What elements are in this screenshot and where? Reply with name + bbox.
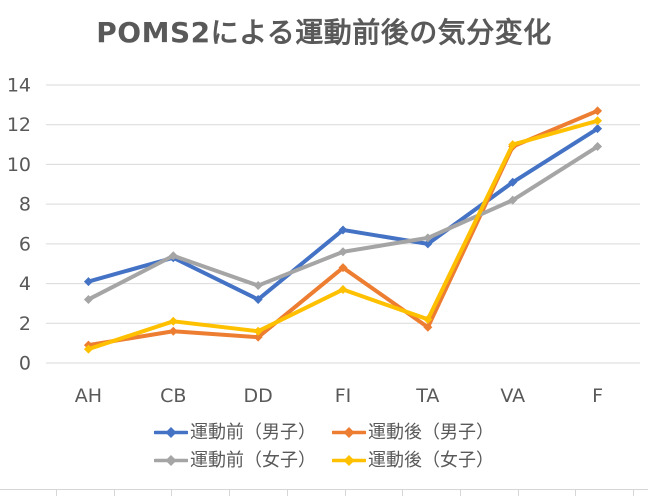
data-point-marker bbox=[508, 177, 518, 187]
data-point-marker bbox=[508, 195, 518, 205]
data-point-marker bbox=[423, 322, 433, 332]
legend-item[interactable]: 運動前（男子） bbox=[154, 422, 316, 444]
y-axis-tick-label: 6 bbox=[19, 233, 31, 255]
spreadsheet-gridline bbox=[575, 490, 576, 496]
y-axis-tick-label: 14 bbox=[7, 75, 31, 97]
spreadsheet-gridline bbox=[402, 490, 403, 496]
x-axis-category-label: VA bbox=[500, 385, 525, 407]
x-axis-category-label: F bbox=[592, 385, 603, 407]
data-point-marker bbox=[508, 140, 518, 150]
spreadsheet-gridline bbox=[56, 490, 57, 496]
legend-line-marker-icon bbox=[154, 454, 188, 466]
x-axis-category-label: TA bbox=[415, 385, 439, 407]
y-axis-tick-label: 0 bbox=[19, 353, 31, 375]
legend-item[interactable]: 運動後（男子） bbox=[332, 422, 494, 444]
data-point-marker bbox=[83, 344, 93, 354]
legend-item-label: 運動後（男子） bbox=[368, 422, 494, 443]
spreadsheet-gridline bbox=[518, 490, 519, 496]
legend-row: 運動前（男子） 運動後（男子） bbox=[154, 422, 494, 444]
chart-title[interactable]: POMS2による運動前後の気分変化 bbox=[96, 16, 552, 49]
legend-item[interactable]: 運動前（女子） bbox=[154, 450, 316, 472]
legend-line-marker-icon bbox=[332, 427, 366, 439]
y-axis-tick-label: 4 bbox=[19, 273, 31, 295]
x-axis-category-label: CB bbox=[160, 385, 186, 407]
series-line-3[interactable] bbox=[86, 144, 600, 302]
data-point-marker bbox=[253, 332, 263, 342]
x-axis-category-label: AH bbox=[75, 385, 102, 407]
series-line-1[interactable] bbox=[86, 126, 600, 302]
x-axis-category-label: FI bbox=[335, 385, 352, 407]
data-point-marker bbox=[253, 294, 263, 304]
chart-legend: 運動前（男子） 運動後（男子） 運動前（女子） 運動後（女子） bbox=[0, 422, 648, 471]
x-axis-category-label: DD bbox=[244, 385, 273, 407]
data-point-marker bbox=[168, 251, 178, 261]
legend-line-marker-icon bbox=[332, 454, 366, 466]
data-point-marker bbox=[593, 142, 603, 152]
data-point-marker bbox=[423, 314, 433, 324]
legend-item-label: 運動前（男子） bbox=[190, 422, 316, 443]
data-point-marker bbox=[593, 116, 603, 126]
plot-area: 0 2 4 6 8 10 12 14 AH CB DD FI TA VA F bbox=[7, 75, 640, 407]
y-axis-tick-label: 8 bbox=[19, 194, 31, 216]
y-axis-tick-label: 2 bbox=[19, 313, 31, 335]
data-point-marker bbox=[83, 294, 93, 304]
data-point-marker bbox=[423, 233, 433, 243]
spreadsheet-cells-strip bbox=[0, 489, 648, 496]
series-line-4[interactable] bbox=[86, 118, 600, 352]
data-point-marker bbox=[338, 285, 348, 295]
legend-item-label: 運動前（女子） bbox=[190, 449, 316, 471]
y-axis-tick-label: 12 bbox=[7, 114, 31, 136]
legend-item-label: 運動後（女子） bbox=[368, 449, 494, 471]
data-point-marker bbox=[338, 247, 348, 257]
data-point-marker bbox=[338, 225, 348, 235]
spreadsheet-gridline bbox=[114, 490, 115, 496]
spreadsheet-gridline bbox=[287, 490, 288, 496]
legend-line-marker-icon bbox=[154, 427, 188, 439]
data-point-marker bbox=[83, 277, 93, 287]
data-point-marker bbox=[253, 281, 263, 291]
data-point-marker bbox=[168, 316, 178, 326]
data-point-marker bbox=[338, 263, 348, 273]
data-point-marker bbox=[168, 326, 178, 336]
spreadsheet-gridline bbox=[229, 490, 230, 496]
data-point-marker bbox=[253, 326, 263, 336]
spreadsheet-gridline bbox=[171, 490, 172, 496]
legend-row: 運動前（女子） 運動後（女子） bbox=[154, 450, 494, 472]
data-point-marker bbox=[593, 124, 603, 134]
data-point-marker bbox=[593, 106, 603, 116]
data-point-marker bbox=[423, 239, 433, 249]
spreadsheet-gridline bbox=[633, 490, 634, 496]
y-axis-tick-label: 10 bbox=[7, 154, 31, 176]
spreadsheet-gridline bbox=[460, 490, 461, 496]
legend-item[interactable]: 運動後（女子） bbox=[332, 450, 494, 472]
spreadsheet-gridline bbox=[345, 490, 346, 496]
